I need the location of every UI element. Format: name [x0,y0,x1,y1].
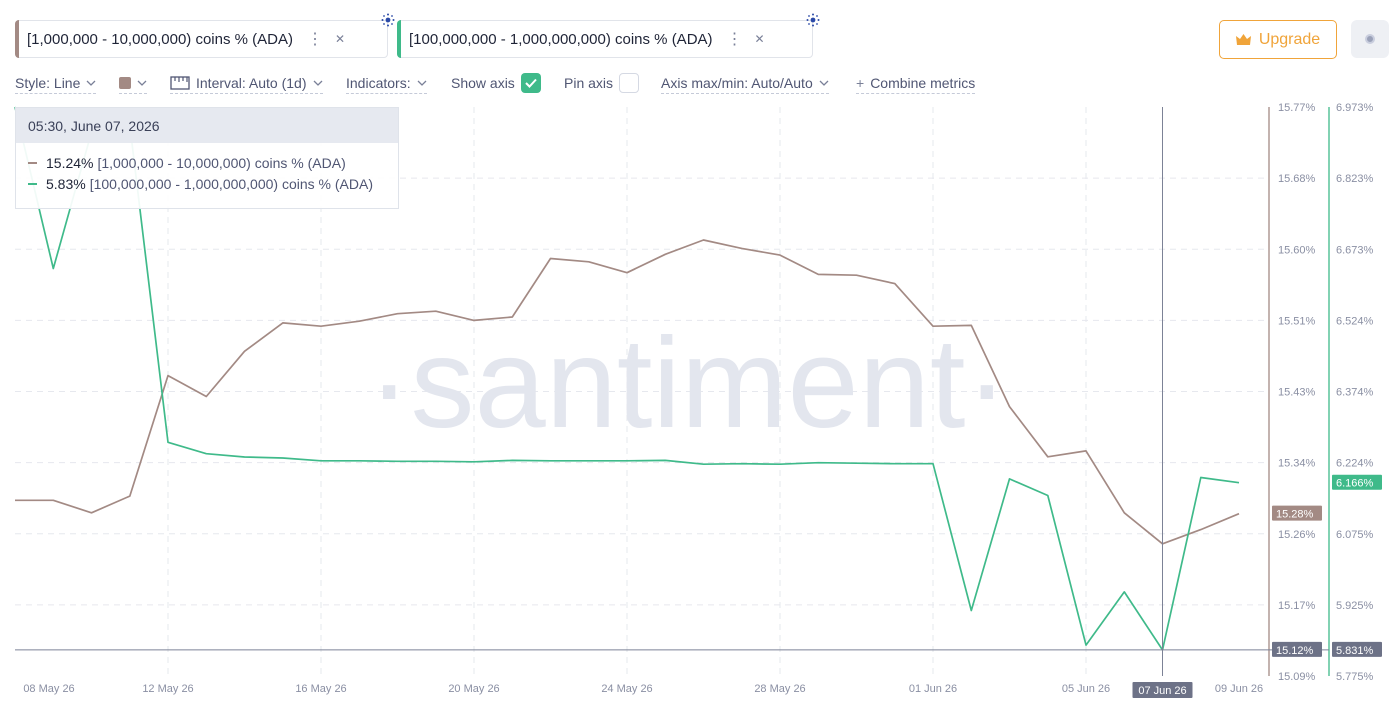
more-vertical-icon[interactable]: ⋮ [307,31,323,48]
chevron-down-icon [137,80,147,86]
left-crosshair-value-badge: 15.12% [1276,645,1314,657]
right-axis-tick-label: 5.775% [1336,671,1374,683]
left-axis-tick-label: 15.60% [1278,244,1316,256]
left-axis-tick-label: 15.77% [1278,102,1316,114]
metric-pill-2[interactable]: [100,000,000 - 1,000,000,000) coins % (A… [397,13,820,58]
right-axis-tick-label: 6.374% [1336,387,1374,399]
tooltip-series-name: [100,000,000 - 1,000,000,000) coins % (A… [89,176,373,192]
combine-metrics-label: Combine metrics [870,74,976,91]
left-axis-tick-label: 15.34% [1278,458,1316,470]
cardano-icon [381,13,395,27]
chevron-down-icon [417,80,427,86]
show-axis-label: Show axis [451,75,515,91]
right-axis-tick-label: 6.673% [1336,244,1374,256]
x-axis-tick-label: 05 Jun 26 [1062,683,1110,695]
crown-icon [1235,34,1251,45]
right-axis-tick-label: 6.524% [1336,315,1374,327]
ruler-icon [170,75,190,90]
right-current-value-badge: 6.166% [1336,478,1374,490]
indicators-label: Indicators: [346,74,411,91]
color-swatch [119,76,131,89]
right-crosshair-value-badge: 5.831% [1336,645,1374,657]
left-axis-tick-label: 15.51% [1278,315,1316,327]
close-icon[interactable]: ✕ [335,32,346,46]
right-axis-tick-label: 5.925% [1336,600,1374,612]
right-axis-tick-label: 6.823% [1336,173,1374,185]
checkbox-checked-icon[interactable] [520,73,541,93]
toggle-dot-icon [1365,34,1375,44]
pin-axis-label: Pin axis [564,75,614,91]
left-current-value-badge: 15.28% [1276,509,1314,521]
chevron-down-icon [819,80,829,86]
crosshair-date-badge: 07 Jun 26 [1138,685,1186,697]
left-axis-tick-label: 15.26% [1278,529,1316,541]
tooltip-value: 5.83% [46,176,86,192]
cardano-icon [806,13,820,27]
metric-color-bar [15,20,19,58]
x-axis-tick-label: 12 May 26 [142,683,193,695]
x-axis-tick-label: 24 May 26 [601,683,652,695]
series-line-1 [15,239,1240,545]
checkbox-unchecked-icon[interactable] [619,73,640,93]
plus-icon: + [856,74,865,91]
tooltip-series-name: [1,000,000 - 10,000,000) coins % (ADA) [97,155,346,171]
right-axis-tick-label: 6.224% [1336,458,1374,470]
right-axis-tick-label: 6.075% [1336,529,1374,541]
more-vertical-icon[interactable]: ⋮ [726,31,743,48]
metric-pill-label: [100,000,000 - 1,000,000,000) coins % (A… [409,30,713,48]
crosshair-date-badge-bg [1132,682,1193,698]
combine-metrics-button[interactable]: + Combine metrics [856,72,976,94]
interval-dropdown[interactable]: Interval: Auto (1d) [170,72,323,94]
series-color-marker [28,183,37,185]
left-current-value-badge-bg [1272,505,1322,521]
tooltip-value: 15.24% [46,155,94,171]
left-crosshair-value-badge-bg [1272,641,1322,657]
series-line-2 [14,106,1240,651]
indicators-dropdown[interactable]: Indicators: [346,72,427,94]
interval-label: Interval: Auto (1d) [196,74,307,91]
left-axis-tick-label: 15.43% [1278,387,1316,399]
style-label: Style: Line [15,74,81,91]
series-color-marker [28,162,37,164]
right-axis-tick-label: 6.973% [1336,102,1374,114]
chevron-down-icon [313,80,322,86]
left-axis-tick-label: 15.09% [1278,671,1316,683]
x-axis-tick-label: 09 Jun 26 [1215,683,1263,695]
metric-pill-1[interactable]: [1,000,000 - 10,000,000) coins % (ADA) ⋮… [15,13,395,58]
left-axis-tick-label: 15.68% [1278,173,1316,185]
tooltip-date: 05:30, June 07, 2026 [16,108,398,143]
x-axis-tick-label: 16 May 26 [295,683,346,695]
santiment-watermark: ·santiment· [368,312,1008,455]
chart-tooltip: 05:30, June 07, 2026 15.24% [1,000,000 -… [15,107,399,209]
upgrade-label: Upgrade [1258,30,1321,48]
axis-maxmin-label: Axis max/min: Auto/Auto [661,74,813,91]
chevron-down-icon [86,80,96,86]
upgrade-button[interactable]: Upgrade [1219,20,1337,59]
tooltip-row-1: 15.24% [1,000,000 - 10,000,000) coins % … [28,155,346,171]
x-axis-tick-label: 28 May 26 [754,683,805,695]
pin-axis-toggle[interactable]: Pin axis [564,72,640,94]
color-dropdown[interactable] [119,72,147,94]
x-axis-tick-label: 08 May 26 [23,683,74,695]
x-axis-tick-label: 01 Jun 26 [909,683,957,695]
metric-color-bar [397,20,401,58]
left-axis-tick-label: 15.17% [1278,600,1316,612]
tooltip-row-2: 5.83% [100,000,000 - 1,000,000,000) coin… [28,176,373,192]
close-icon[interactable]: ✕ [754,32,765,46]
style-dropdown[interactable]: Style: Line [15,72,97,94]
theme-toggle-button[interactable] [1351,20,1389,58]
axis-maxmin-dropdown[interactable]: Axis max/min: Auto/Auto [661,72,829,94]
metric-pill-label: [1,000,000 - 10,000,000) coins % (ADA) [27,30,293,48]
right-crosshair-value-badge-bg [1332,641,1382,657]
show-axis-toggle[interactable]: Show axis [451,72,541,94]
right-current-value-badge-bg [1332,474,1382,490]
x-axis-tick-label: 20 May 26 [448,683,499,695]
